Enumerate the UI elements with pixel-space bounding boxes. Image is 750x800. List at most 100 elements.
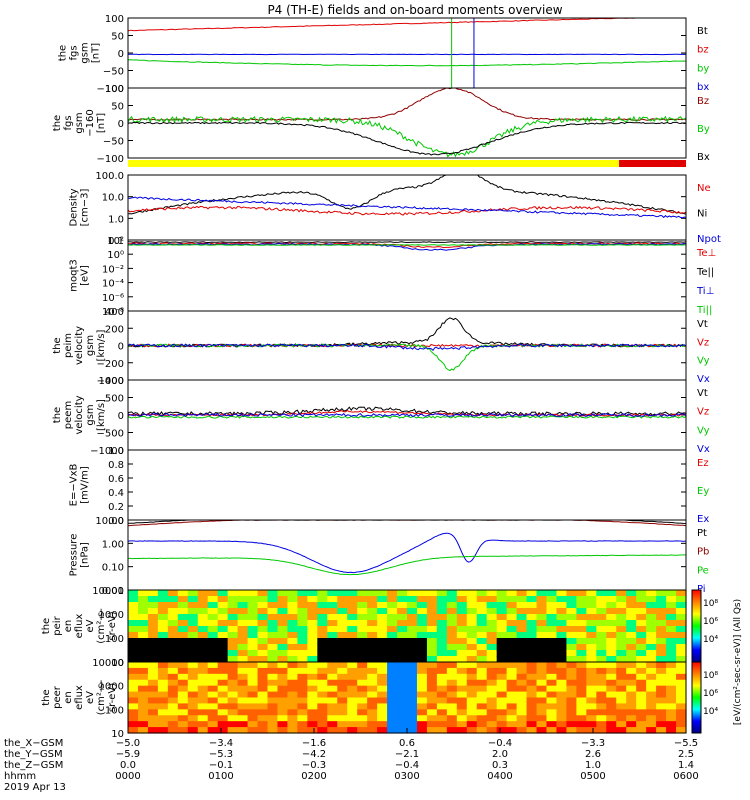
heatmap-cell: [377, 709, 388, 716]
ylabel-line: the: [52, 115, 63, 131]
heatmap-cell: [297, 709, 308, 716]
heatmap-cell: [626, 691, 637, 699]
legend-label-bx: bx: [697, 82, 709, 93]
heatmap-cell: [128, 638, 139, 645]
heatmap-cell: [666, 703, 677, 710]
heatmap-cell: [446, 650, 458, 657]
series-Vz: [127, 410, 687, 417]
heatmap-cell: [257, 673, 269, 681]
heatmap-cell: [247, 667, 259, 675]
heatmap-cell: [596, 667, 607, 675]
heatmap-cell: [586, 685, 597, 693]
heatmap-cell: [317, 691, 328, 699]
heatmap-cell: [526, 620, 538, 627]
heatmap-cell: [576, 650, 587, 657]
heatmap-cell: [337, 620, 348, 627]
heatmap-cell: [666, 715, 677, 722]
heatmap-cell: [327, 614, 338, 621]
heatmap-cell: [407, 608, 418, 615]
heatmap-cell: [187, 608, 199, 615]
heatmap-cell: [287, 632, 298, 639]
heatmap-cell: [357, 727, 368, 734]
heatmap-cell: [147, 721, 159, 728]
heatmap-cell: [586, 697, 597, 705]
heatmap-cell: [317, 656, 328, 663]
heatmap-cell: [646, 632, 657, 639]
ytick-label: 10.0: [102, 193, 124, 204]
heatmap-cell: [247, 638, 259, 645]
heatmap-cell: [656, 608, 667, 615]
heatmap-cell: [426, 679, 438, 687]
heatmap-cell: [177, 703, 189, 710]
heatmap-cell: [287, 721, 298, 728]
heatmap-cell: [377, 703, 388, 710]
heatmap-cell: [546, 632, 558, 639]
heatmap-cell: [197, 614, 209, 621]
heatmap-cell: [297, 667, 308, 675]
heatmap-cell: [676, 632, 687, 639]
ytick-label: 10000: [92, 586, 124, 597]
heatmap-cell: [616, 715, 627, 722]
heatmap-cell: [456, 715, 468, 722]
heatmap-cell: [197, 644, 209, 651]
heatmap-cell: [676, 644, 687, 651]
heatmap-cell: [616, 703, 627, 710]
heatmap-cell: [237, 691, 249, 699]
heatmap-cell: [606, 626, 617, 633]
mode-bar-red: [619, 160, 686, 167]
heatmap-cell: [167, 685, 179, 693]
heatmap-cell: [367, 650, 378, 657]
heatmap-cell: [646, 644, 657, 651]
heatmap-cell: [367, 673, 378, 681]
heatmap-cell: [277, 644, 289, 651]
heatmap-cell: [377, 626, 388, 633]
heatmap-cell: [367, 679, 378, 687]
heatmap-cell: [387, 602, 398, 609]
heatmap-cell: [387, 673, 398, 681]
heatmap-cell: [377, 679, 388, 687]
heatmap-cell: [337, 590, 348, 597]
heatmap-cell: [546, 590, 558, 597]
heatmap-cell: [177, 685, 189, 693]
heatmap-cell: [377, 602, 388, 609]
series-Vt: [127, 406, 687, 417]
ytick-label: 100.0: [95, 171, 124, 182]
heatmap-cell: [327, 715, 338, 722]
heatmap-cell: [227, 662, 239, 669]
heatmap-cell: [576, 656, 587, 663]
heatmap-cell: [526, 679, 538, 687]
heatmap-cell: [307, 715, 318, 722]
heatmap-cell: [177, 697, 189, 705]
heatmap-cell: [128, 656, 139, 663]
heatmap-cell: [586, 727, 597, 734]
heatmap-cell: [257, 620, 269, 627]
heatmap-cell: [626, 656, 637, 663]
legend-label-Vy: Vy: [697, 425, 710, 436]
heatmap-cell: [257, 715, 269, 722]
heatmap-cell: [217, 638, 229, 645]
heatmap-cell: [227, 602, 239, 609]
ytick-label: 10: [111, 658, 124, 669]
heatmap-cell: [536, 697, 548, 705]
heatmap-cell: [177, 667, 189, 675]
heatmap-cell: [327, 632, 338, 639]
heatmap-cell: [297, 632, 308, 639]
heatmap-cell: [596, 632, 607, 639]
panel-8: Pressure[nPa]10.001.000.100.01PtPbPePi: [69, 516, 710, 597]
heatmap-cell: [536, 673, 548, 681]
panel-frame: [127, 449, 687, 521]
heatmap-cell: [267, 673, 279, 681]
ylabel-line: gsm: [80, 42, 91, 63]
ytick-label: 10⁻⁶: [102, 293, 124, 304]
heatmap-cell: [187, 691, 199, 699]
heatmap-cell: [227, 709, 239, 716]
heatmap-cell: [436, 596, 448, 603]
heatmap-cell: [476, 632, 488, 639]
heatmap-cell: [526, 608, 538, 615]
heatmap-cell: [506, 650, 518, 657]
heatmap-cell: [227, 703, 239, 710]
heatmap-cell: [526, 602, 538, 609]
heatmap-cell: [267, 614, 279, 621]
heatmap-cell: [676, 626, 687, 633]
ylabel-panel-6: thepeemvelocitygsm[km/s]: [52, 395, 107, 434]
